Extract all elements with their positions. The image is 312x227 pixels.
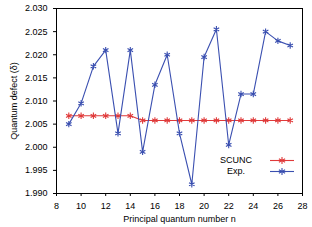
svg-text:2.030: 2.030 [25,3,48,13]
svg-text:1.990: 1.990 [25,188,48,198]
svg-text:24: 24 [248,201,258,211]
svg-text:Principal quantum number n: Principal quantum number n [123,214,236,224]
svg-text:2.005: 2.005 [25,119,48,129]
svg-text:Quantum defect (δ): Quantum defect (δ) [9,62,19,140]
svg-text:20: 20 [199,201,209,211]
svg-text:12: 12 [101,201,111,211]
svg-text:28: 28 [297,201,307,211]
svg-text:2.000: 2.000 [25,142,48,152]
svg-text:2.020: 2.020 [25,50,48,60]
svg-text:26: 26 [273,201,283,211]
svg-text:22: 22 [224,201,234,211]
svg-text:2.015: 2.015 [25,73,48,83]
svg-text:2.025: 2.025 [25,27,48,37]
svg-text:2.010: 2.010 [25,96,48,106]
svg-text:8: 8 [54,201,59,211]
svg-text:Exp.: Exp. [227,166,245,176]
svg-text:10: 10 [76,201,86,211]
svg-text:16: 16 [150,201,160,211]
svg-text:18: 18 [174,201,184,211]
svg-text:1.995: 1.995 [25,165,48,175]
svg-text:14: 14 [125,201,135,211]
svg-text:SCUNC: SCUNC [220,155,253,165]
